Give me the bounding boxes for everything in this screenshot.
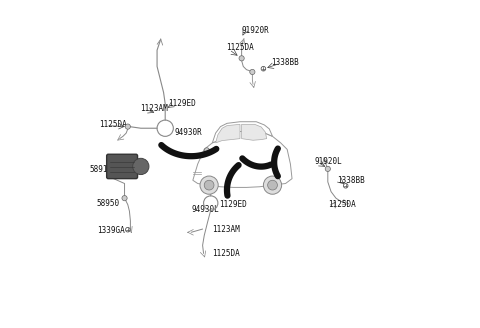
Text: 58950: 58950: [96, 198, 120, 208]
Text: 1125DA: 1125DA: [99, 120, 127, 129]
Text: 1129ED: 1129ED: [219, 200, 247, 209]
Circle shape: [132, 158, 149, 174]
Text: 1123AM: 1123AM: [212, 225, 240, 234]
Polygon shape: [212, 122, 273, 143]
Circle shape: [325, 166, 330, 172]
Text: 1123AM: 1123AM: [140, 104, 168, 113]
Circle shape: [125, 124, 131, 129]
Text: 91920R: 91920R: [241, 26, 269, 35]
Text: 58910B: 58910B: [90, 165, 118, 174]
Text: 91920L: 91920L: [315, 157, 343, 166]
Text: 94930L: 94930L: [192, 205, 220, 214]
Circle shape: [204, 148, 209, 153]
Text: 1338BB: 1338BB: [337, 176, 365, 185]
FancyBboxPatch shape: [107, 154, 138, 179]
Circle shape: [261, 67, 266, 71]
Text: 1338BB: 1338BB: [271, 58, 299, 67]
Text: 1125DA: 1125DA: [227, 43, 254, 52]
Circle shape: [126, 227, 130, 232]
Circle shape: [200, 176, 218, 194]
Circle shape: [264, 176, 282, 194]
Polygon shape: [241, 124, 267, 140]
Circle shape: [122, 195, 127, 201]
Text: 1339GA: 1339GA: [97, 226, 125, 235]
Polygon shape: [216, 124, 240, 143]
Circle shape: [343, 183, 348, 188]
Text: 1129ED: 1129ED: [168, 99, 196, 108]
Circle shape: [268, 180, 277, 190]
Text: 1125DA: 1125DA: [212, 249, 240, 258]
Circle shape: [204, 180, 214, 190]
Text: 94930R: 94930R: [175, 128, 203, 137]
Circle shape: [250, 69, 255, 74]
Text: 1125DA: 1125DA: [328, 200, 356, 209]
Polygon shape: [193, 132, 292, 187]
Circle shape: [239, 56, 244, 61]
